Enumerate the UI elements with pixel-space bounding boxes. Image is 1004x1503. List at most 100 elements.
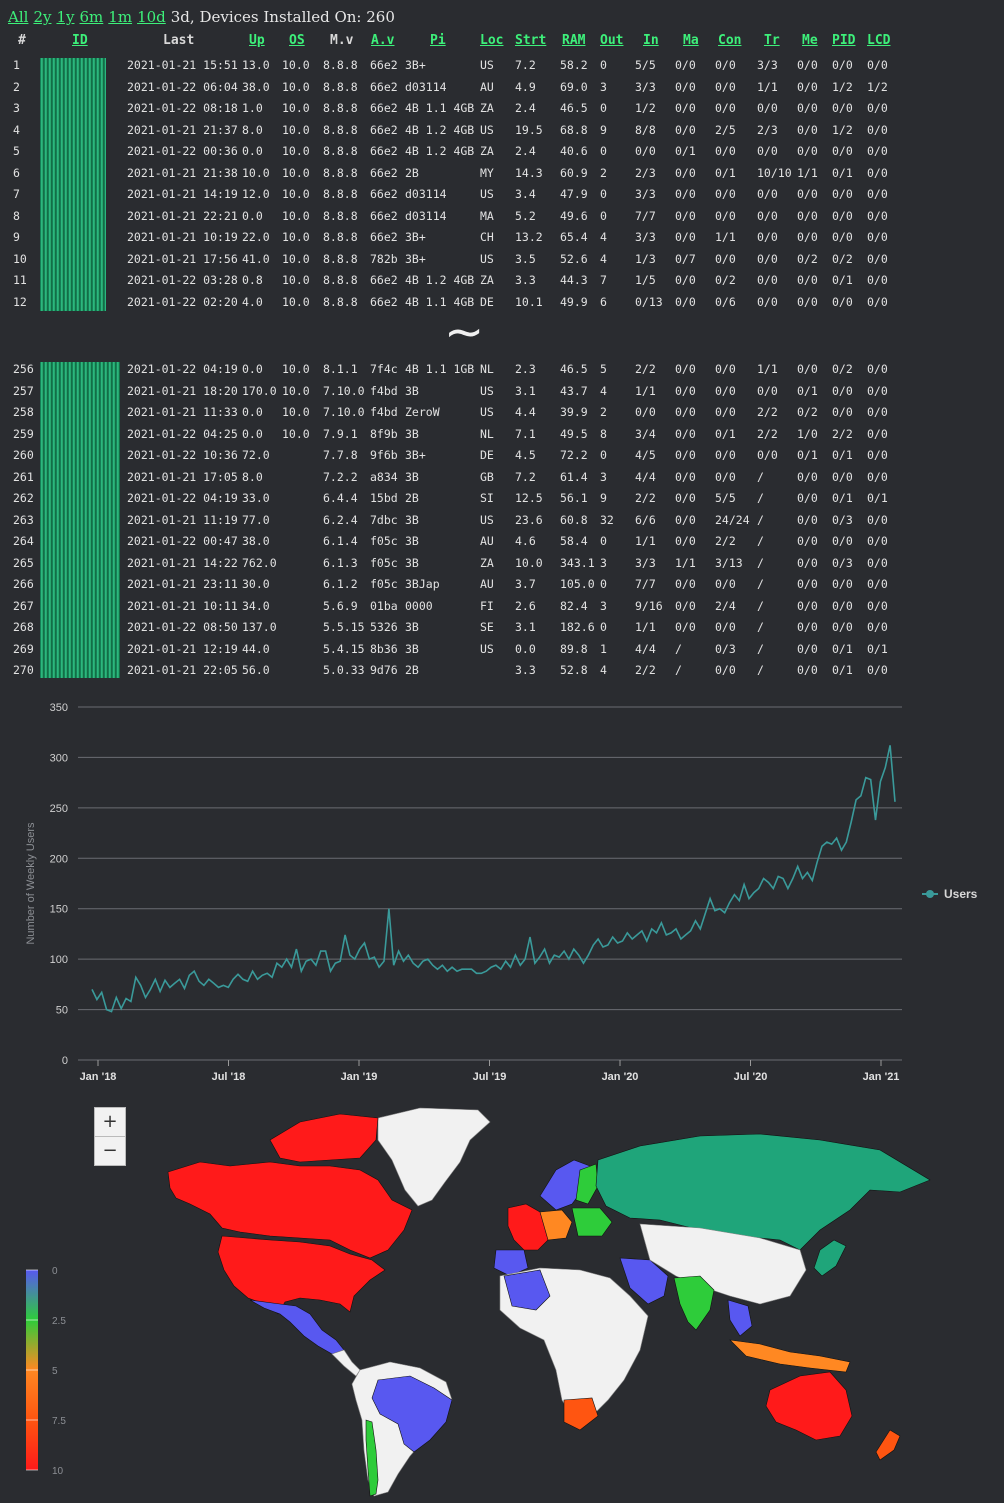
- table-cell: 0: [600, 58, 607, 72]
- column-header-con[interactable]: Con: [718, 33, 742, 48]
- table-cell: 0/0: [867, 426, 888, 441]
- table-cell: 72.2: [560, 448, 588, 462]
- table-cell: 0/1: [797, 448, 818, 462]
- map-countries: [167, 1107, 931, 1497]
- table-cell: 1/0: [797, 426, 818, 441]
- table-cell: 10.0: [282, 426, 310, 441]
- country-mexico: [249, 1299, 345, 1355]
- column-header-strt[interactable]: Strt: [515, 33, 547, 48]
- column-header-ram[interactable]: RAM: [562, 33, 586, 48]
- table-cell: 1/2: [832, 122, 853, 137]
- table-cell: ZA: [480, 144, 494, 158]
- table-cell: 0/0: [867, 577, 888, 591]
- table-cell: 3B+: [405, 230, 426, 244]
- table-cell: f05c: [370, 534, 398, 548]
- range-link-10d[interactable]: 10d: [137, 8, 166, 26]
- table-cell: 47.9: [560, 187, 588, 201]
- table-cell: FI: [480, 598, 494, 613]
- table-cell: 12.5: [515, 491, 543, 505]
- range-link-1m[interactable]: 1m: [108, 8, 133, 26]
- table-cell: 0/0: [867, 405, 888, 419]
- table-cell: 182.6: [560, 620, 595, 634]
- country-australia: [765, 1371, 853, 1441]
- table-cell: 0/0: [797, 362, 818, 376]
- table-cell: 4B 1.2 4GB: [405, 144, 475, 158]
- world-map[interactable]: 0 2.5 5 7.5 10: [0, 1100, 1004, 1503]
- table-cell: 14.3: [515, 165, 543, 180]
- table-cell: 0/0: [797, 79, 818, 94]
- column-header-tr[interactable]: Tr: [764, 33, 780, 48]
- table-cell: 65.4: [560, 230, 588, 244]
- table-cell: 257: [13, 383, 34, 398]
- column-header-lcd[interactable]: LCD: [867, 33, 891, 48]
- range-link-6m[interactable]: 6m: [79, 8, 104, 26]
- table-cell: 2: [600, 405, 607, 419]
- table-cell: 3B: [405, 426, 419, 441]
- column-header-id[interactable]: ID: [72, 33, 88, 48]
- y-tick-label: 100: [50, 954, 68, 966]
- table-cell: 0/0: [867, 620, 888, 634]
- column-header-out[interactable]: Out: [600, 33, 624, 48]
- country-finland: [575, 1163, 599, 1205]
- zoom-in-button[interactable]: +: [94, 1107, 126, 1137]
- table-cell: 0/0: [832, 208, 853, 223]
- table-cell: d03114: [405, 187, 447, 201]
- table-cell: 0/0: [715, 58, 736, 72]
- table-cell: 0/0: [867, 208, 888, 223]
- column-header-up[interactable]: Up: [249, 33, 265, 48]
- table-cell: 0/0: [867, 383, 888, 398]
- table-cell: 3: [600, 469, 607, 484]
- table-cell: 39.9: [560, 405, 588, 419]
- table-cell: 261: [13, 469, 34, 484]
- region-central-europe: [539, 1209, 573, 1241]
- table-cell: 2021-01-21 10:19: [127, 230, 238, 244]
- table-cell: 0/6: [715, 294, 736, 309]
- table-cell: 10.0: [282, 273, 310, 287]
- scale-tick-label: 2.5: [52, 1316, 66, 1327]
- table-cell: 0/0: [635, 405, 656, 419]
- zoom-out-button[interactable]: −: [94, 1136, 126, 1166]
- y-tick-label: 350: [50, 702, 68, 714]
- table-cell: US: [480, 187, 494, 201]
- column-header-me[interactable]: Me: [802, 33, 818, 48]
- table-cell: 0/0: [675, 534, 696, 548]
- table-cell: 3B: [405, 641, 419, 656]
- country-new-zealand: [875, 1429, 901, 1461]
- column-header-pi[interactable]: Pi: [430, 33, 446, 48]
- table-cell: 10.0: [282, 165, 310, 180]
- table-cell: 1/1: [635, 534, 656, 548]
- table-cell: 3/3: [635, 230, 656, 244]
- table-cell: 1/2: [635, 101, 656, 115]
- range-link-2y[interactable]: 2y: [33, 8, 52, 26]
- table-cell: 0/0: [832, 230, 853, 244]
- table-cell: /: [675, 641, 682, 656]
- table-cell: 264: [13, 534, 34, 548]
- range-link-1y[interactable]: 1y: [56, 8, 75, 26]
- country-japan: [813, 1239, 847, 1277]
- table-cell: 0/0: [867, 187, 888, 201]
- range-link-all[interactable]: All: [8, 8, 29, 26]
- table-cell: 0/0: [797, 101, 818, 115]
- column-header-av[interactable]: A.v: [371, 33, 395, 48]
- table-cell: 5.4.15: [323, 641, 365, 656]
- column-header-pid[interactable]: PID: [832, 33, 856, 48]
- column-header-ma[interactable]: Ma: [683, 33, 699, 48]
- table-cell: 2.3: [515, 362, 536, 376]
- table-cell: 0000: [405, 598, 433, 613]
- table-cell: 5/5: [635, 58, 656, 72]
- table-cell: 3/3: [757, 58, 778, 72]
- table-cell: 0/0: [797, 469, 818, 484]
- column-header-os[interactable]: OS: [289, 33, 305, 48]
- table-cell: 0/0: [867, 58, 888, 72]
- column-header-loc[interactable]: Loc: [480, 33, 504, 48]
- table-cell: 0/0: [832, 187, 853, 201]
- table-cell: 5326: [370, 620, 398, 634]
- table-cell: 8/8: [635, 122, 656, 137]
- table-cell: 2021-01-22 04:25: [127, 426, 238, 441]
- table-cell: 4/5: [635, 448, 656, 462]
- column-header-in[interactable]: In: [643, 33, 659, 48]
- table-cell: 4: [600, 251, 607, 266]
- table-cell: 260: [13, 448, 34, 462]
- table-cell: 8.1.1: [323, 362, 358, 376]
- table-cell: US: [480, 405, 494, 419]
